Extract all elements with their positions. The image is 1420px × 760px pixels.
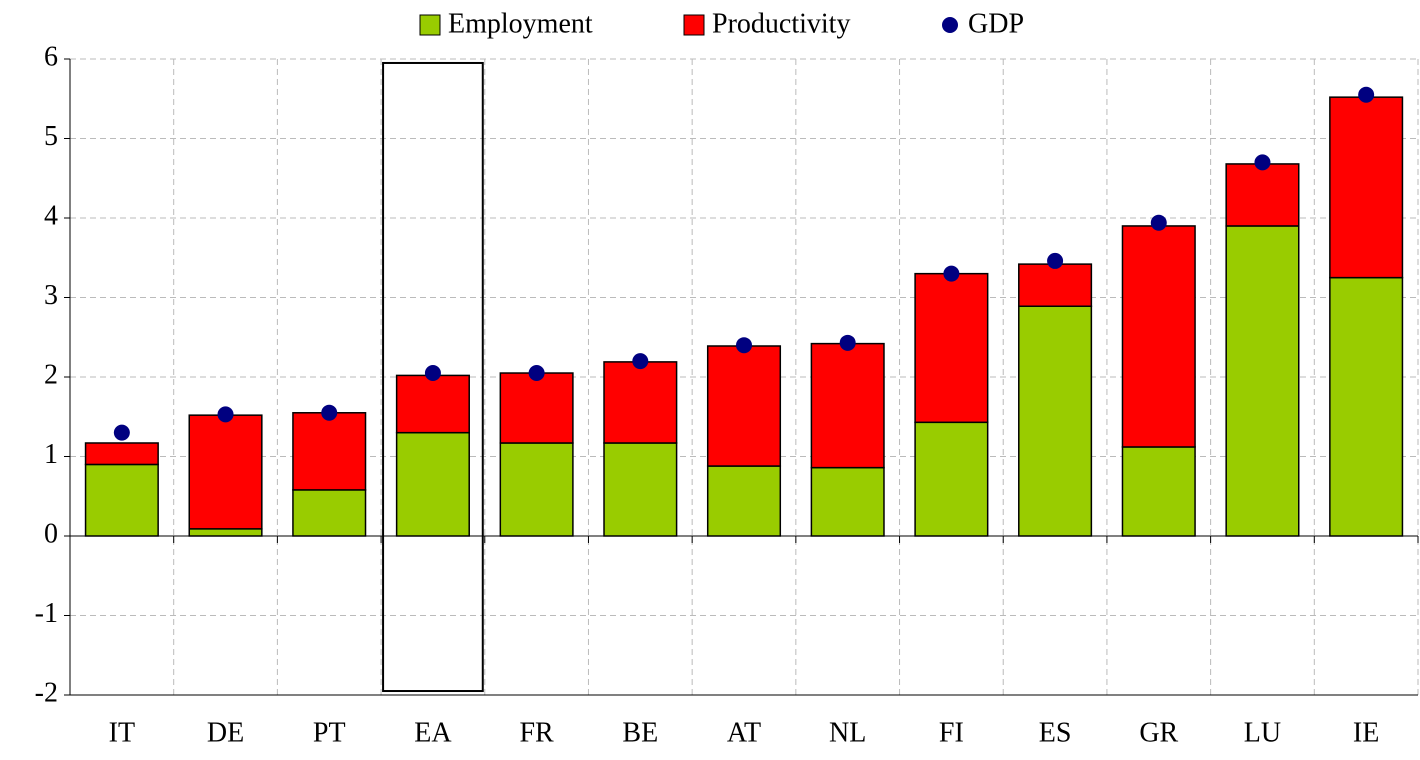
gdp-dot [113, 424, 130, 441]
bar-segment [395, 374, 470, 434]
bar-segment [1018, 305, 1093, 537]
gdp-dot [839, 334, 856, 351]
gdp-dot [424, 365, 441, 382]
bar-segment [188, 528, 263, 537]
gdp-dot [943, 265, 960, 282]
y-tick-label: -1 [35, 598, 58, 629]
bar-segment [1329, 96, 1404, 279]
gdp-dot [1254, 154, 1271, 171]
x-tick-label: IT [109, 717, 135, 748]
bar-segment [1225, 163, 1300, 227]
bar-segment [914, 272, 989, 424]
bar-segment [292, 412, 367, 491]
y-tick-label: 3 [44, 280, 58, 311]
legend-label: GDP [968, 8, 1024, 39]
legend-swatch [942, 17, 958, 33]
legend-swatch [419, 14, 441, 36]
x-tick-label: EA [414, 717, 452, 748]
highlight-box [382, 61, 484, 693]
gdp-dot [1358, 86, 1375, 103]
gdp-dot [1150, 214, 1167, 231]
bar-segment [84, 463, 159, 537]
gdp-dot [217, 406, 234, 423]
y-tick-label: -2 [35, 677, 58, 708]
bar-segment [810, 342, 885, 469]
bar-segment [1121, 446, 1196, 537]
bar-segment [914, 421, 989, 537]
bar-segment [1121, 225, 1196, 448]
bar-segment [603, 442, 678, 537]
y-tick-label: 5 [44, 121, 58, 152]
bar-segment [188, 414, 263, 530]
bar-segment [499, 372, 574, 444]
legend-label: Employment [448, 8, 593, 39]
y-tick-label: 6 [44, 41, 58, 72]
bar-segment [292, 489, 367, 537]
bar-segment [395, 431, 470, 537]
x-tick-label: BE [622, 717, 658, 748]
y-tick-label: 2 [44, 359, 58, 390]
x-tick-label: FI [939, 717, 964, 748]
y-tick-label: 0 [44, 518, 58, 549]
y-tick-label: 1 [44, 439, 58, 470]
bar-segment [1225, 225, 1300, 537]
gdp-dot [528, 365, 545, 382]
gdp-dot [632, 353, 649, 370]
y-tick-label: 4 [44, 200, 58, 231]
x-tick-label: ES [1039, 717, 1072, 748]
bar-segment [1329, 276, 1404, 537]
gdp-dot [736, 337, 752, 354]
bar-segment [706, 465, 782, 537]
bar-segment [1018, 263, 1093, 307]
legend-label: Productivity [712, 8, 850, 39]
gdp-dot [1047, 252, 1064, 269]
bar-segment [603, 361, 678, 444]
bar-segment [84, 442, 159, 466]
x-tick-label: PT [313, 717, 346, 748]
x-tick-label: FR [519, 717, 554, 748]
bar-segment [706, 345, 782, 467]
x-tick-label: GR [1139, 717, 1178, 748]
x-tick-label: DE [207, 717, 244, 748]
bar-segment [810, 466, 885, 537]
x-tick-label: IE [1353, 717, 1379, 748]
legend-swatch [683, 14, 705, 36]
x-tick-label: LU [1244, 717, 1281, 748]
x-tick-label: AT [727, 717, 761, 748]
gdp-dot [321, 404, 338, 421]
x-tick-label: NL [829, 717, 866, 748]
bar-segment [499, 442, 574, 537]
